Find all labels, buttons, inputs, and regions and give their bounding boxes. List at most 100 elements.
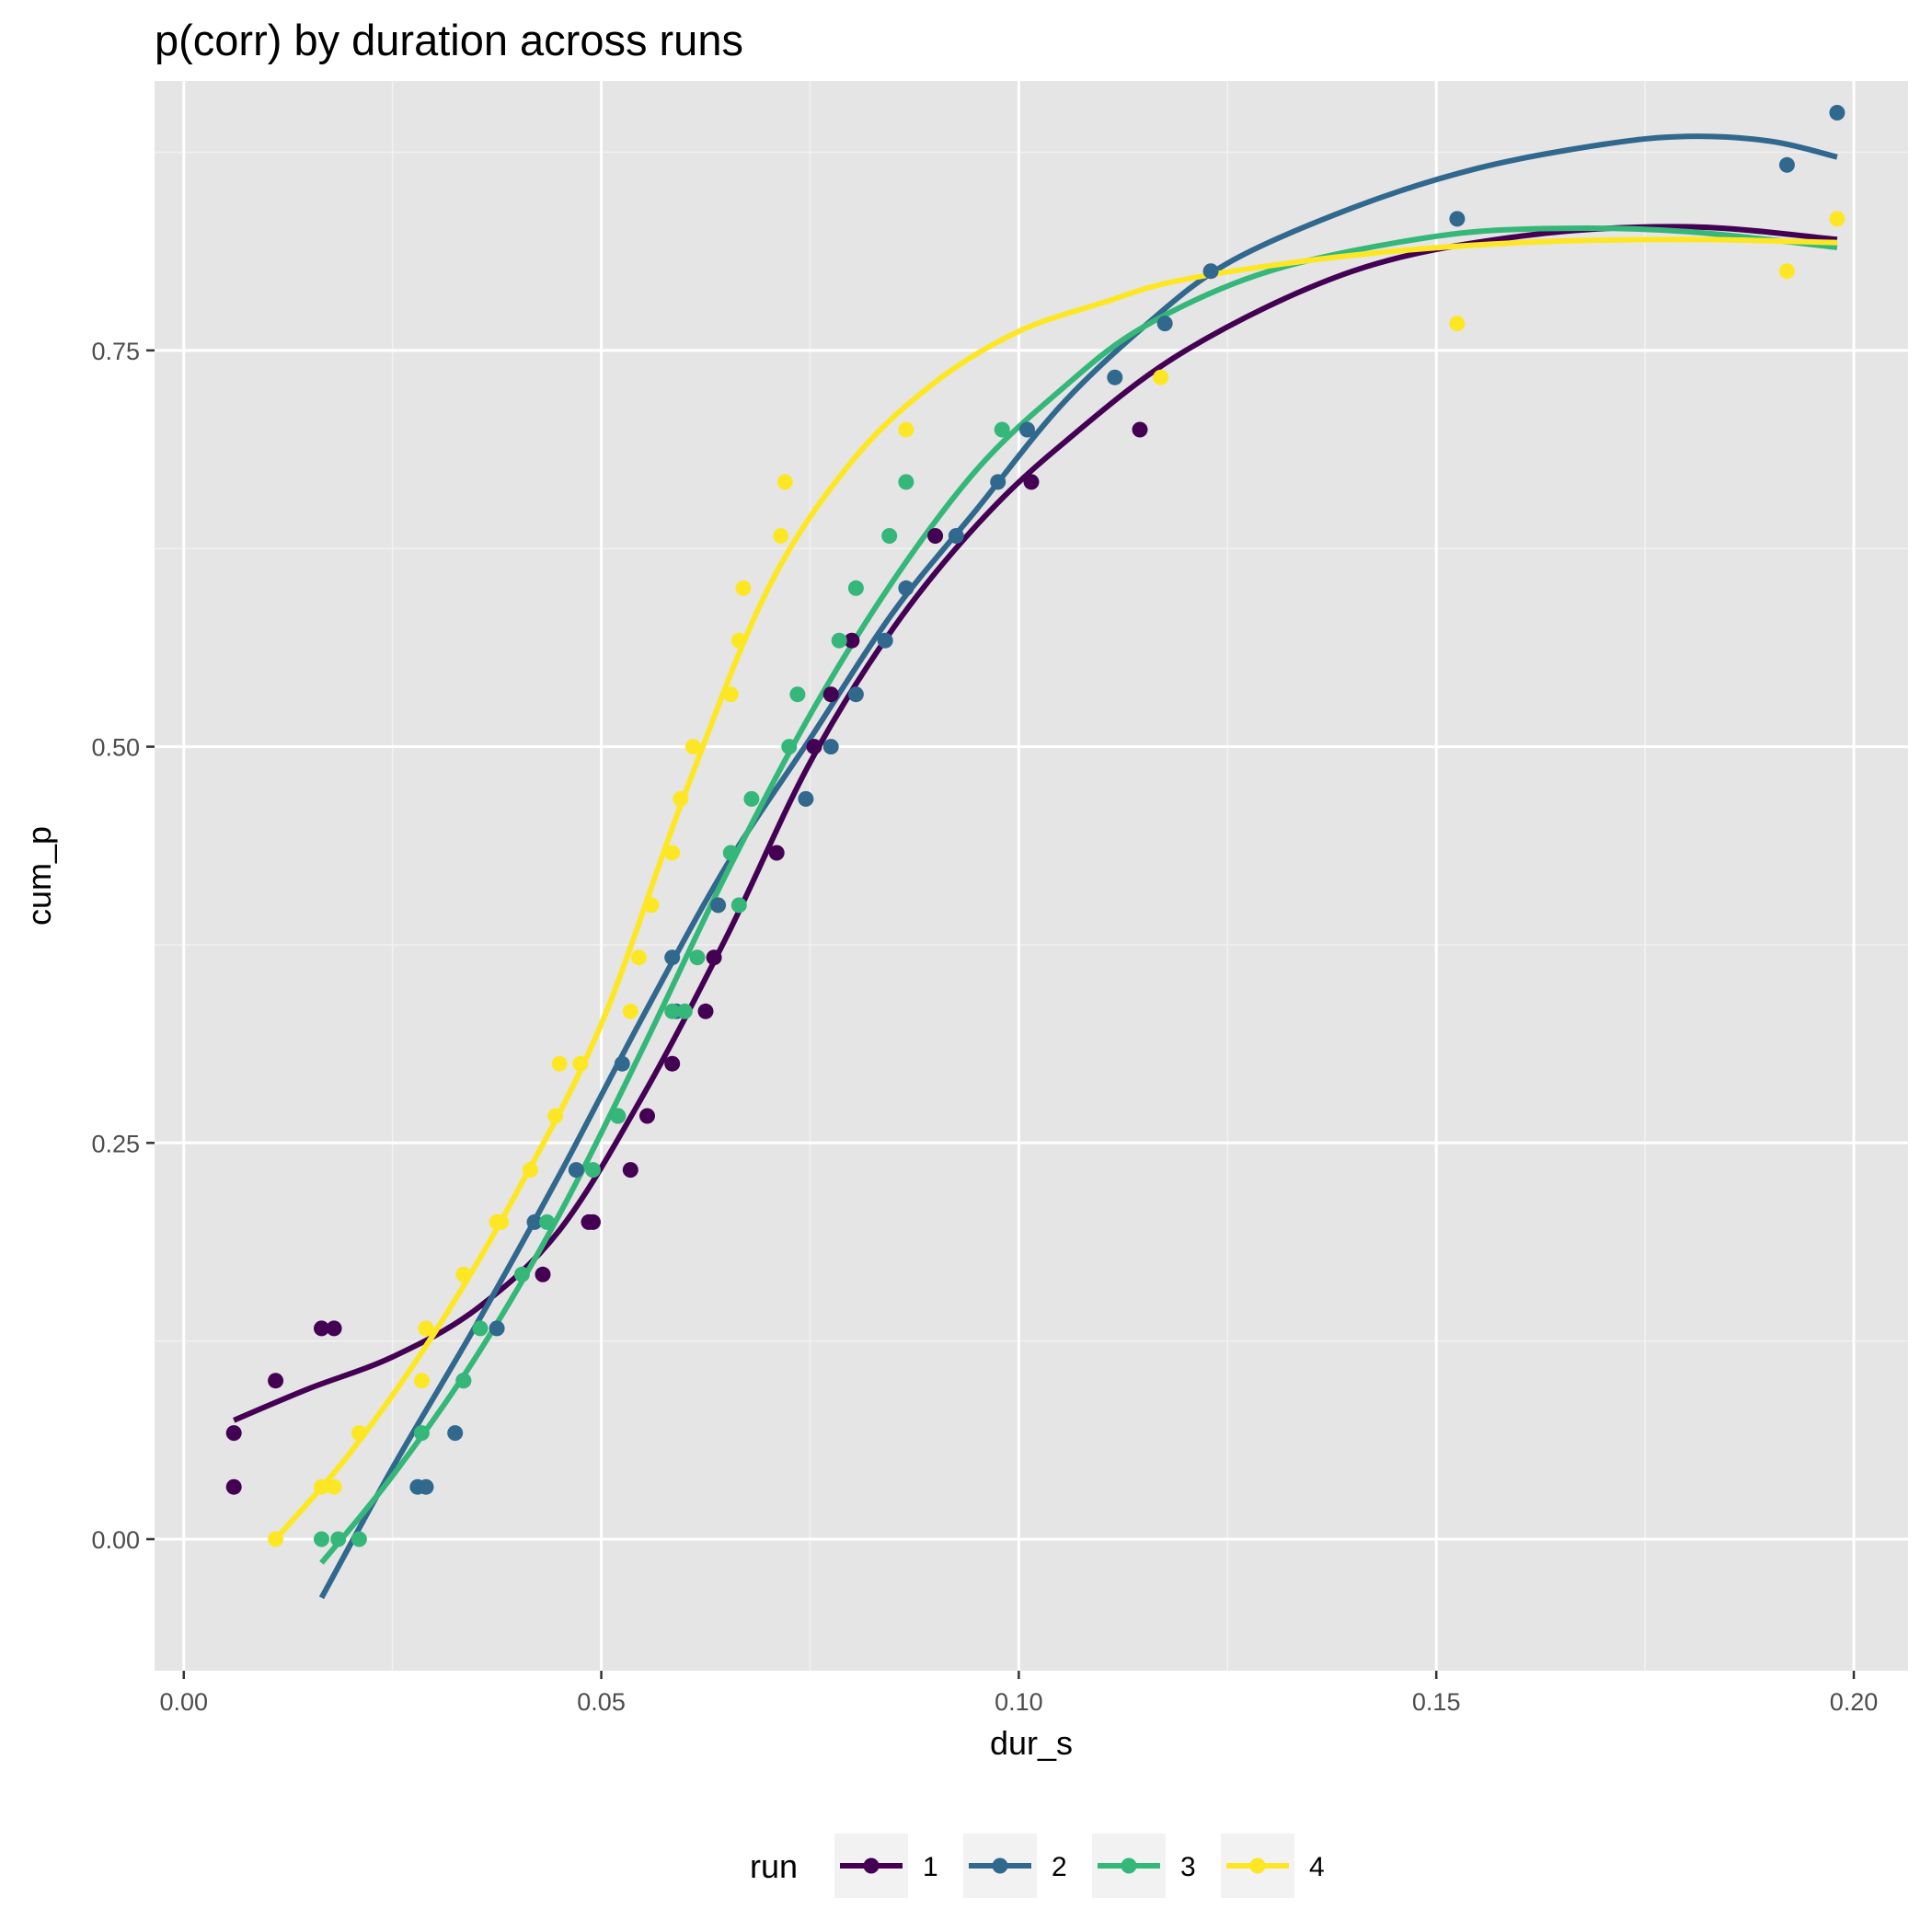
data-point bbox=[526, 1213, 543, 1230]
data-point bbox=[781, 739, 798, 755]
data-point bbox=[1153, 369, 1169, 385]
data-point bbox=[314, 1320, 329, 1337]
y-axis-title: cum_p bbox=[20, 826, 58, 926]
x-tick-label: 0.15 bbox=[1412, 1688, 1461, 1716]
data-point bbox=[513, 1266, 530, 1282]
legend-key-point bbox=[992, 1857, 1008, 1874]
data-point bbox=[689, 949, 706, 966]
data-point bbox=[768, 845, 785, 861]
data-point bbox=[697, 1003, 714, 1019]
data-point bbox=[664, 949, 681, 966]
data-point bbox=[676, 1003, 693, 1019]
data-point bbox=[1449, 316, 1466, 332]
series-1-points bbox=[225, 421, 1148, 1495]
legend-item-2: 2 bbox=[963, 1834, 1067, 1898]
data-point bbox=[413, 1373, 430, 1389]
data-point bbox=[447, 1425, 464, 1442]
data-point bbox=[268, 1373, 284, 1389]
plot-panel bbox=[155, 81, 1908, 1671]
data-point bbox=[706, 949, 722, 966]
data-point bbox=[776, 474, 793, 490]
data-point bbox=[730, 897, 747, 914]
data-point bbox=[326, 1320, 342, 1337]
fit-lines bbox=[233, 133, 1838, 1600]
data-point bbox=[990, 474, 1006, 490]
legend-item-3: 3 bbox=[1092, 1834, 1196, 1898]
data-point bbox=[994, 421, 1010, 438]
data-point bbox=[664, 845, 681, 861]
data-point bbox=[927, 528, 944, 544]
data-point bbox=[722, 686, 739, 703]
data-point bbox=[314, 1478, 329, 1495]
data-point bbox=[551, 1055, 568, 1072]
data-point bbox=[1449, 211, 1466, 227]
data-point bbox=[547, 1108, 564, 1124]
data-point bbox=[822, 686, 839, 703]
data-point bbox=[822, 739, 839, 755]
data-point bbox=[1156, 316, 1173, 332]
data-point bbox=[630, 949, 647, 966]
data-point bbox=[1829, 105, 1846, 121]
data-point bbox=[1019, 421, 1035, 438]
fit-line-series-2 bbox=[318, 133, 1838, 1600]
fit-line-series-4 bbox=[273, 236, 1837, 1541]
chart-title: p(corr) by duration across runs bbox=[155, 16, 743, 64]
data-point bbox=[730, 632, 747, 649]
x-tick-label: 0.10 bbox=[995, 1688, 1043, 1716]
data-point bbox=[610, 1108, 627, 1124]
data-point bbox=[330, 1531, 347, 1547]
legend-label: 3 bbox=[1180, 1852, 1196, 1882]
data-point bbox=[225, 1478, 242, 1495]
data-point bbox=[798, 790, 814, 807]
minor-gridlines bbox=[155, 81, 1908, 1671]
data-point bbox=[1778, 156, 1795, 173]
data-points bbox=[225, 105, 1846, 1547]
data-point bbox=[535, 1266, 551, 1282]
legend-label: 1 bbox=[923, 1852, 938, 1882]
data-point bbox=[614, 1055, 630, 1072]
data-point bbox=[455, 1266, 472, 1282]
data-point bbox=[710, 897, 727, 914]
data-point bbox=[664, 1055, 681, 1072]
legend-label: 2 bbox=[1052, 1852, 1067, 1882]
data-point bbox=[898, 421, 914, 438]
x-tick-label: 0.05 bbox=[577, 1688, 626, 1716]
data-point bbox=[225, 1425, 242, 1442]
data-point bbox=[898, 580, 914, 596]
data-point bbox=[735, 580, 752, 596]
data-point bbox=[522, 1162, 538, 1179]
data-point bbox=[877, 632, 893, 649]
data-point bbox=[418, 1478, 434, 1495]
data-point bbox=[844, 632, 860, 649]
series-3-points bbox=[314, 421, 1010, 1547]
data-point bbox=[948, 528, 964, 544]
legend-key-point bbox=[1121, 1857, 1137, 1874]
data-point bbox=[773, 528, 789, 544]
legend-key-point bbox=[863, 1857, 880, 1874]
y-tick-label: 0.50 bbox=[91, 734, 140, 762]
y-tick-label: 0.00 bbox=[91, 1526, 140, 1554]
major-gridlines bbox=[155, 81, 1908, 1671]
y-tick-label: 0.25 bbox=[91, 1130, 140, 1157]
data-point bbox=[722, 845, 739, 861]
data-point bbox=[622, 1003, 638, 1019]
data-point bbox=[489, 1320, 505, 1337]
data-point bbox=[831, 632, 847, 649]
data-point bbox=[789, 686, 806, 703]
data-point bbox=[847, 580, 864, 596]
series-4-points bbox=[268, 211, 1846, 1547]
data-point bbox=[585, 1162, 601, 1179]
data-point bbox=[472, 1320, 489, 1337]
data-point bbox=[1202, 263, 1219, 280]
legend-key-point bbox=[1249, 1857, 1266, 1874]
data-point bbox=[1023, 474, 1040, 490]
data-point bbox=[684, 739, 701, 755]
data-point bbox=[351, 1531, 367, 1547]
x-tick-label: 0.00 bbox=[159, 1688, 208, 1716]
data-point bbox=[326, 1478, 342, 1495]
x-axis-title: dur_s bbox=[990, 1724, 1073, 1762]
x-axis: 0.00 0.05 0.10 0.15 0.20 bbox=[159, 1671, 1878, 1716]
data-point bbox=[664, 1003, 681, 1019]
data-point bbox=[455, 1373, 472, 1389]
